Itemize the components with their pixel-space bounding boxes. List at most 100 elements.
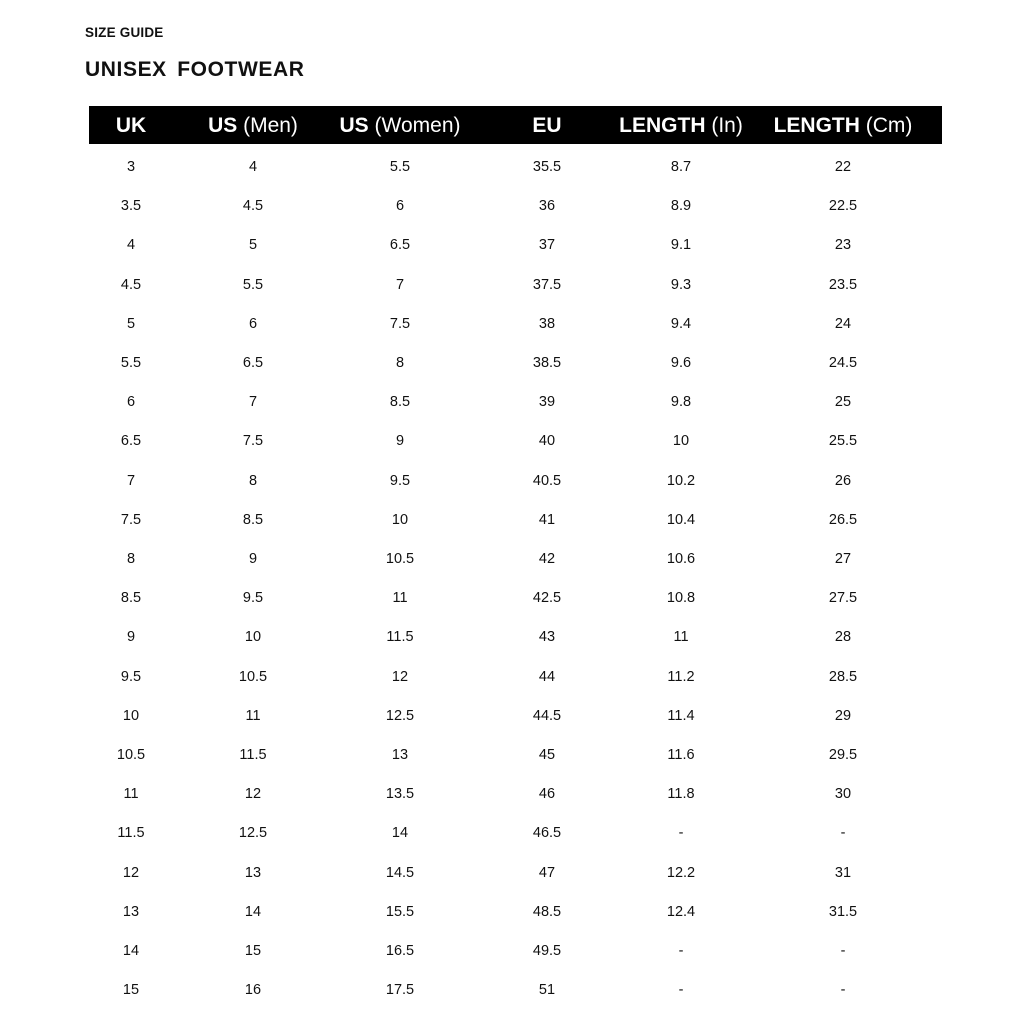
cell-us-women: 7.5: [389, 315, 411, 332]
cell-us-women: 11: [392, 590, 408, 607]
column-header-length-cm: LENGTH (Cm): [774, 106, 913, 144]
cell-length-cm: 25.5: [828, 433, 858, 450]
column-header-unit: (Cm): [859, 114, 913, 137]
cell-length-in: 10.2: [666, 472, 696, 489]
column-header-bold: US: [339, 114, 369, 137]
cell-length-in: 12.2: [666, 864, 696, 881]
cell-length-in: 9.6: [670, 355, 692, 371]
cell-us-men: 11: [245, 707, 261, 724]
table-row: 9.5 10.5 12 44 11.2 28.5: [89, 667, 942, 687]
cell-us-men: 12: [244, 786, 262, 803]
cell-us-women: 13.5: [385, 786, 415, 803]
column-header-us-men: US (Men): [208, 106, 298, 144]
cell-eu: 36: [538, 198, 556, 215]
cell-eu: 40: [538, 433, 556, 450]
cell-us-men: 7.5: [242, 433, 264, 450]
table-row: 7 8 9.5 40.5 10.2 26: [89, 471, 942, 491]
cell-length-in: -: [678, 943, 684, 959]
column-header-eu: EU: [532, 106, 561, 144]
cell-length-cm: 31: [834, 864, 852, 881]
column-header-bold: UK: [115, 114, 147, 137]
cell-length-cm: 31.5: [828, 903, 858, 920]
table-row: 8.5 9.5 11 42.5 10.8 27.5: [89, 588, 942, 608]
cell-us-women: 16.5: [385, 943, 415, 959]
cell-length-in: 10.4: [666, 511, 696, 528]
cell-us-men: 14: [244, 903, 262, 920]
table-row: 8 9 10.5 42 10.6 27: [89, 549, 942, 569]
cell-length-cm: 27: [834, 551, 852, 567]
cell-us-men: 5.5: [242, 276, 264, 293]
cell-uk: 5.5: [120, 355, 142, 371]
cell-length-in: 9.1: [670, 237, 692, 254]
cell-us-women: 10: [391, 511, 409, 528]
cell-length-in: 10.8: [666, 590, 696, 607]
cell-eu: 45: [538, 747, 556, 763]
cell-uk: 9.5: [120, 668, 142, 685]
table-row: 7.5 8.5 10 41 10.4 26.5: [89, 510, 942, 530]
cell-uk: 6: [126, 394, 136, 411]
cell-eu: 46: [538, 786, 556, 803]
cell-us-women: 13: [391, 747, 409, 763]
column-header-unit: (In): [705, 114, 743, 137]
cell-length-in: 12.4: [666, 903, 696, 920]
size-guide-label: SIZE GUIDE: [85, 25, 164, 40]
cell-length-cm: 28: [834, 629, 852, 646]
table-row: 12 13 14.5 47 12.2 31: [89, 863, 942, 883]
table-row: 6 7 8.5 39 9.8 25: [89, 392, 942, 412]
cell-uk: 5: [126, 315, 136, 332]
cell-length-cm: 23: [834, 237, 852, 254]
column-header-bold: US: [208, 114, 238, 137]
cell-eu: 41: [538, 511, 556, 528]
cell-length-in: 11: [673, 629, 689, 646]
cell-us-men: 4: [248, 159, 258, 175]
cell-us-men: 9: [248, 551, 258, 567]
table-row: 11 12 13.5 46 11.8 30: [89, 784, 942, 804]
cell-us-women: 7: [395, 276, 405, 293]
table-row: 4 5 6.5 37 9.1 23: [89, 235, 942, 255]
table-row: 5 6 7.5 38 9.4 24: [89, 314, 942, 334]
cell-us-men: 6.5: [242, 355, 264, 371]
cell-length-cm: -: [840, 825, 846, 842]
cell-length-in: 8.9: [670, 198, 692, 215]
cell-us-men: 9.5: [242, 590, 264, 607]
cell-us-women: 6: [395, 198, 405, 215]
cell-eu: 48.5: [532, 903, 562, 920]
cell-us-women: 8.5: [389, 394, 411, 411]
cell-length-in: 9.8: [670, 394, 692, 411]
cell-uk: 9: [126, 629, 136, 646]
cell-length-in: 10: [672, 433, 690, 450]
cell-eu: 35.5: [532, 159, 562, 175]
cell-us-men: 8: [248, 472, 258, 489]
column-header-unit: (Women): [368, 114, 461, 137]
table-row: 10.5 11.5 13 45 11.6 29.5: [89, 745, 942, 765]
table-header: UK US (Men) US (Women) EU LENGTH (In) LENGTH …: [89, 106, 942, 144]
cell-uk: 10: [122, 707, 140, 724]
table-row: 3.5 4.5 6 36 8.9 22.5: [89, 196, 942, 216]
cell-uk: 11: [123, 786, 139, 803]
cell-uk: 3.5: [120, 198, 142, 215]
column-header-us-women: US (Women): [340, 106, 461, 144]
cell-length-cm: 27.5: [828, 590, 858, 607]
cell-eu: 46.5: [532, 825, 562, 842]
cell-length-in: 11.4: [667, 707, 695, 724]
cell-uk: 10.5: [116, 747, 146, 763]
cell-uk: 3: [126, 159, 136, 175]
cell-length-in: 11.2: [667, 668, 695, 685]
cell-eu: 49.5: [532, 943, 562, 959]
cell-us-men: 13: [244, 864, 262, 881]
page-title: UNISEX FOOTWEAR: [85, 58, 305, 81]
cell-length-cm: 28.5: [828, 668, 858, 685]
cell-us-women: 17.5: [385, 982, 415, 999]
cell-eu: 47: [538, 864, 556, 881]
cell-uk: 8.5: [120, 590, 142, 607]
cell-us-women: 5.5: [389, 159, 411, 175]
cell-length-cm: 24.5: [828, 355, 858, 371]
cell-uk: 14: [122, 943, 140, 959]
cell-eu: 44.5: [532, 707, 562, 724]
table-row: 9 10 11.5 43 11 28: [89, 627, 942, 647]
cell-uk: 13: [122, 903, 140, 920]
cell-us-women: 12: [391, 668, 409, 685]
cell-length-cm: 23.5: [828, 276, 858, 293]
cell-us-men: 10.5: [238, 668, 268, 685]
cell-eu: 38.5: [532, 355, 562, 371]
